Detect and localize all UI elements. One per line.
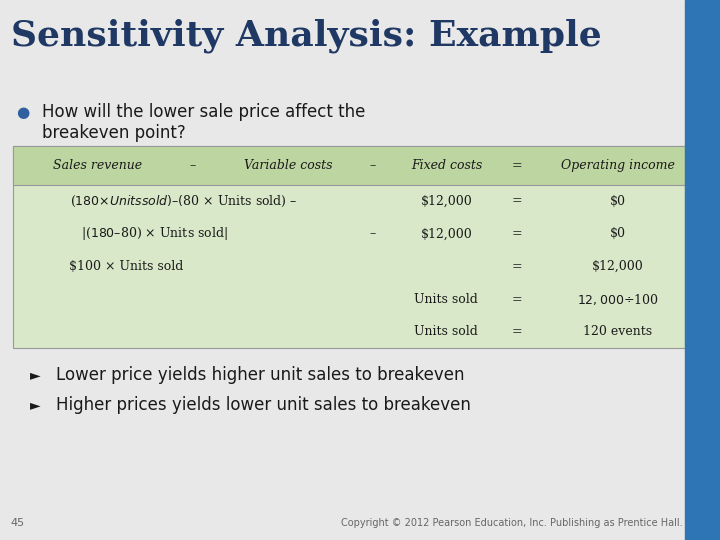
Text: $0: $0	[610, 227, 626, 240]
Text: ►: ►	[30, 398, 41, 412]
Text: $12,000: $12,000	[420, 227, 472, 240]
Text: $12,000 ÷ $100: $12,000 ÷ $100	[577, 292, 659, 307]
Text: $100 × Units sold: $100 × Units sold	[69, 260, 183, 273]
Text: Fixed costs: Fixed costs	[411, 159, 482, 172]
Text: Operating income: Operating income	[561, 159, 675, 172]
Text: ●: ●	[16, 105, 29, 120]
Text: =: =	[512, 159, 522, 172]
Text: =: =	[512, 293, 522, 306]
Bar	[13, 146, 685, 185]
Text: –: –	[370, 227, 376, 240]
Text: ($180 × Units sold) – ($80 × Units sold) –: ($180 × Units sold) – ($80 × Units sold)…	[70, 193, 297, 208]
Text: Variable costs: Variable costs	[244, 159, 332, 172]
Text: Copyright © 2012 Pearson Education, Inc. Publishing as Prentice Hall.: Copyright © 2012 Pearson Education, Inc.…	[341, 518, 683, 528]
Text: How will the lower sale price affect the: How will the lower sale price affect the	[42, 103, 365, 120]
Text: $12,000: $12,000	[420, 194, 472, 207]
Text: =: =	[512, 227, 522, 240]
Text: =: =	[512, 326, 522, 339]
Text: –: –	[190, 159, 196, 172]
Text: Units sold: Units sold	[415, 293, 478, 306]
Text: 120 events: 120 events	[583, 326, 652, 339]
Text: 45: 45	[11, 518, 25, 528]
Bar	[13, 146, 685, 348]
Text: Sales revenue: Sales revenue	[53, 159, 142, 172]
Text: Higher prices yields lower unit sales to breakeven: Higher prices yields lower unit sales to…	[56, 396, 471, 414]
Bar	[685, 0, 720, 540]
Text: =: =	[512, 260, 522, 273]
Text: $0: $0	[610, 194, 626, 207]
Text: breakeven point?: breakeven point?	[42, 124, 186, 142]
Text: ►: ►	[30, 368, 41, 382]
Text: Sensitivity Analysis: Example: Sensitivity Analysis: Example	[11, 19, 601, 53]
Text: Lower price yields higher unit sales to breakeven: Lower price yields higher unit sales to …	[56, 366, 464, 384]
Text: $12,000: $12,000	[592, 260, 644, 273]
Text: Units sold: Units sold	[415, 326, 478, 339]
Text: –: –	[370, 159, 376, 172]
Text: |($180 – $80) × Units sold|: |($180 – $80) × Units sold|	[81, 225, 228, 242]
Text: =: =	[512, 194, 522, 207]
